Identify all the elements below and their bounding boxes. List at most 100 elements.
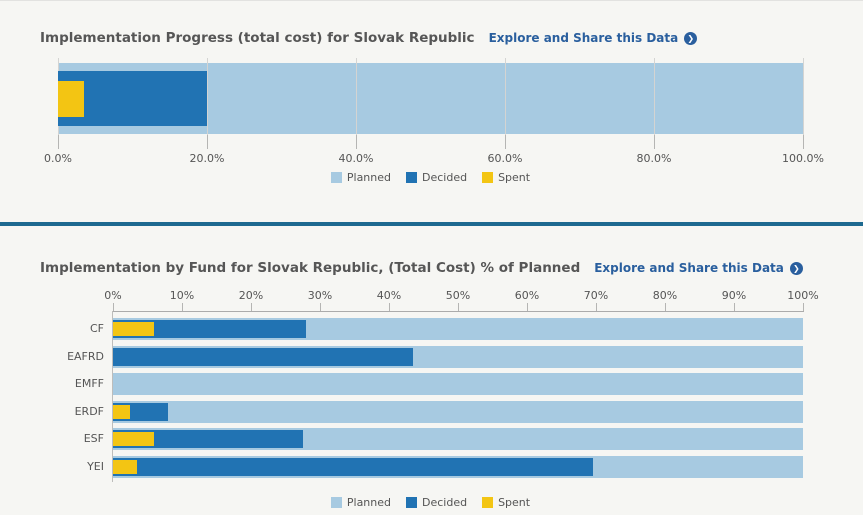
- axis-tick: [665, 303, 666, 311]
- legend-swatch-decided: [406, 172, 417, 183]
- axis-tick-label: 20.0%: [189, 152, 225, 165]
- legend-item-decided[interactable]: Decided: [406, 496, 467, 509]
- explore-share-label: Explore and Share this Data: [488, 31, 679, 45]
- axis-tick: [58, 135, 59, 149]
- category-label: ERDF: [74, 404, 104, 418]
- axis-tick: [596, 303, 597, 311]
- axis-tick: [458, 303, 459, 311]
- fund-chart-plot: CF EAFRD EMFF ERDF ESF YEI: [0, 318, 863, 488]
- axis-tick: [654, 135, 655, 149]
- chart-row-yei: YEI: [0, 456, 863, 478]
- section-divider: [0, 222, 863, 226]
- planned-bar[interactable]: [113, 400, 803, 423]
- axis-tick: [389, 303, 390, 311]
- arrow-circle-icon: ❯: [684, 31, 698, 45]
- axis-tick: [505, 135, 506, 149]
- gridline: [356, 58, 357, 135]
- axis-tick: [320, 303, 321, 311]
- legend-swatch-planned: [330, 497, 342, 508]
- gridline: [803, 58, 804, 135]
- axis-tick-label: 0.0%: [44, 152, 72, 165]
- axis-tick-label: 70%: [583, 289, 609, 302]
- axis-tick-label: 60.0%: [487, 152, 523, 165]
- legend-item-decided[interactable]: Decided: [406, 171, 467, 184]
- axis-tick: [803, 135, 804, 149]
- legend-item-planned[interactable]: Planned: [330, 496, 391, 509]
- legend-swatch-spent: [482, 497, 494, 508]
- legend-label: Spent: [498, 496, 531, 509]
- legend-label: Spent: [498, 171, 531, 184]
- chart-row-esf: ESF: [0, 428, 863, 451]
- decided-bar[interactable]: [113, 430, 303, 449]
- chart-row-eafrd: EAFRD: [0, 345, 863, 368]
- fund-chart-header: Implementation by Fund for Slovak Republ…: [40, 260, 803, 276]
- fund-chart-x-axis: 0% 10% 20% 30% 40% 50% 60% 70% 80% 90% 100%: [104, 289, 819, 313]
- category-label: ESF: [83, 432, 104, 446]
- axis-tick-label: 50%: [445, 289, 471, 302]
- axis-tick: [251, 303, 252, 311]
- spent-bar[interactable]: [113, 460, 138, 474]
- category-label: EMFF: [74, 377, 104, 391]
- axis-tick: [527, 303, 528, 311]
- legend-swatch-planned: [330, 172, 342, 183]
- axis-tick: [113, 303, 114, 311]
- progress-chart-x-axis: 0.0% 20.0% 40.0% 60.0% 80.0% 100.0%: [44, 135, 824, 165]
- fund-chart-legend: Planned Decided Spent: [58, 496, 803, 509]
- category-label: CF: [89, 322, 104, 335]
- decided-bar[interactable]: [113, 347, 414, 366]
- spent-bar[interactable]: [113, 404, 131, 419]
- axis-tick-label: 40.0%: [338, 152, 374, 165]
- legend-label: Decided: [422, 171, 468, 184]
- category-label: EAFRD: [67, 349, 104, 363]
- axis-tick-label: 20%: [238, 289, 264, 302]
- axis-tick-label: 60%: [514, 289, 540, 302]
- legend-label: Planned: [346, 496, 391, 509]
- axis-tick-label: 90%: [721, 289, 747, 302]
- chart-row-emff: EMFF: [0, 373, 863, 396]
- axis-tick-label: 100%: [787, 289, 819, 302]
- arrow-circle-icon: ❯: [789, 261, 803, 275]
- axis-tick: [207, 135, 208, 149]
- axis-tick-label: 100.0%: [782, 152, 824, 165]
- chart-row-cf: CF: [0, 318, 863, 340]
- fund-chart-y-axis-line: [112, 311, 113, 482]
- gridline: [505, 58, 506, 135]
- legend-label: Planned: [346, 171, 391, 184]
- fund-chart-title: Implementation by Fund for Slovak Republ…: [40, 260, 581, 276]
- progress-chart-title: Implementation Progress (total cost) for…: [40, 30, 475, 46]
- axis-tick-label: 80.0%: [636, 152, 672, 165]
- chart-row-erdf: ERDF: [0, 400, 863, 423]
- axis-tick: [182, 303, 183, 311]
- legend-item-spent[interactable]: Spent: [482, 496, 530, 509]
- axis-tick-label: 30%: [307, 289, 333, 302]
- explore-share-link-progress[interactable]: Explore and Share this Data ❯: [489, 31, 698, 45]
- decided-bar[interactable]: [113, 458, 593, 476]
- category-label: YEI: [87, 460, 104, 473]
- axis-tick: [734, 303, 735, 311]
- legend-label: Decided: [422, 496, 468, 509]
- axis-tick: [803, 303, 804, 311]
- explore-share-link-fund[interactable]: Explore and Share this Data ❯: [594, 261, 803, 275]
- progress-chart-legend: Planned Decided Spent: [58, 171, 803, 184]
- axis-tick-label: 10%: [169, 289, 195, 302]
- legend-item-spent[interactable]: Spent: [482, 171, 530, 184]
- axis-tick-label: 40%: [376, 289, 402, 302]
- axis-tick: [356, 135, 357, 149]
- axis-tick-label: 0%: [104, 289, 122, 302]
- spent-bar[interactable]: [113, 432, 155, 447]
- gridline: [207, 58, 208, 135]
- fund-chart-axis-line: [112, 311, 804, 312]
- decided-bar[interactable]: [113, 320, 307, 338]
- legend-item-planned[interactable]: Planned: [330, 171, 391, 184]
- explore-share-label: Explore and Share this Data: [594, 261, 784, 275]
- axis-tick-label: 80%: [652, 289, 678, 302]
- progress-chart-header: Implementation Progress (total cost) for…: [40, 30, 698, 46]
- spent-bar[interactable]: [58, 81, 85, 117]
- legend-swatch-decided: [406, 497, 417, 508]
- legend-swatch-spent: [482, 172, 494, 183]
- spent-bar[interactable]: [113, 322, 155, 336]
- planned-bar[interactable]: [113, 373, 803, 396]
- gridline: [654, 58, 655, 135]
- progress-chart-plot: [58, 58, 804, 135]
